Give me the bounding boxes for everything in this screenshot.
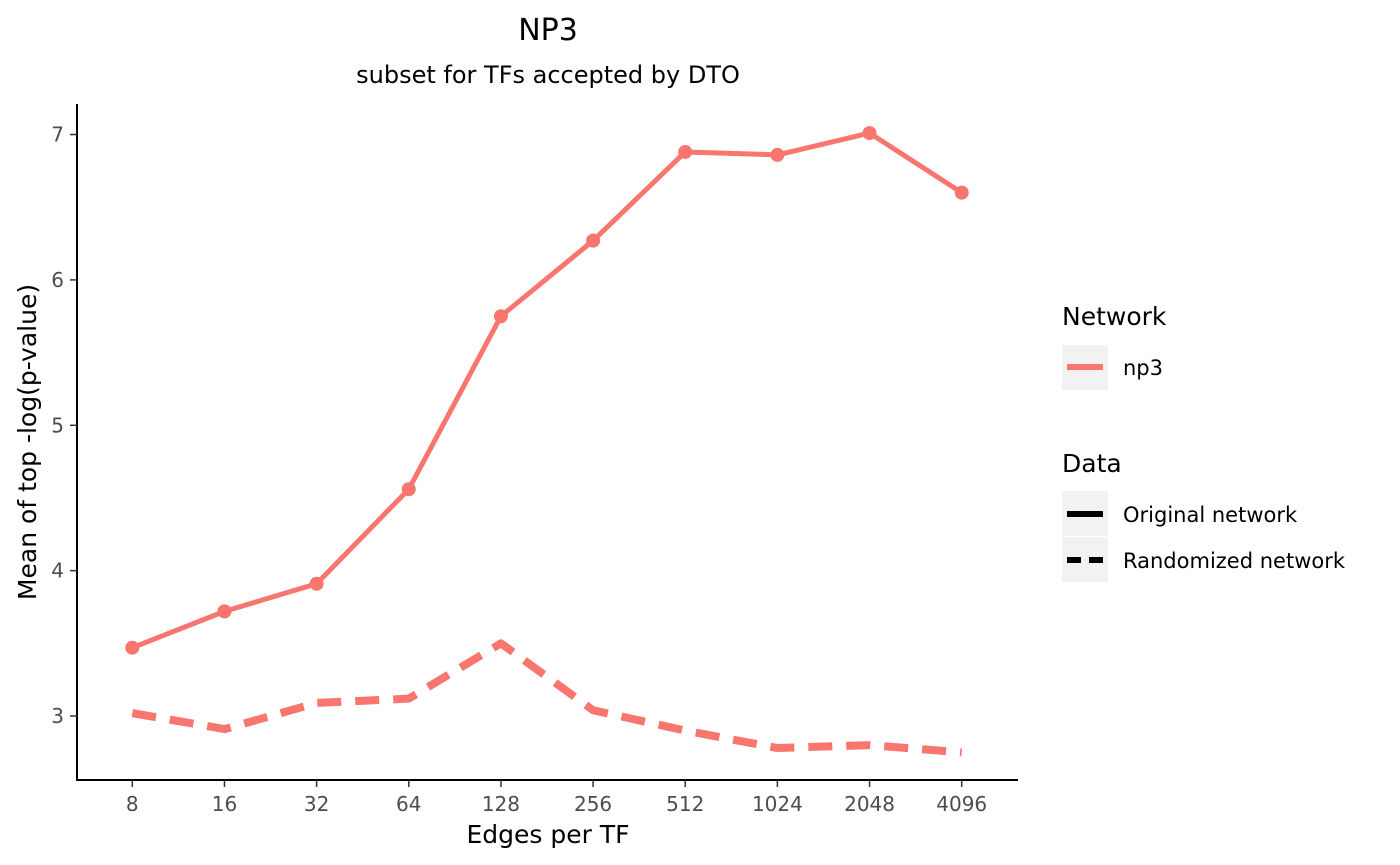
legend-label-np3: np3 xyxy=(1123,356,1163,380)
x-tick-label: 32 xyxy=(304,792,329,816)
x-tick-label: 2048 xyxy=(844,792,895,816)
data-point xyxy=(217,604,232,619)
x-tick-label: 64 xyxy=(396,792,421,816)
legend-title-data: Data xyxy=(1062,449,1122,478)
chart-title: NP3 xyxy=(518,13,578,48)
chart-subtitle: subset for TFs accepted by DTO xyxy=(356,61,740,89)
x-tick-label: 128 xyxy=(482,792,520,816)
y-tick-label: 7 xyxy=(51,123,64,147)
y-axis: 3 4 5 6 7 xyxy=(51,123,77,728)
legend-label-original: Original network xyxy=(1123,503,1298,527)
plot-area xyxy=(125,126,969,757)
y-tick-label: 6 xyxy=(51,268,64,292)
x-axis: 8 16 32 64 128 256 512 1024 2048 4096 xyxy=(126,780,987,816)
series-line-original xyxy=(131,130,964,651)
x-tick-label: 8 xyxy=(126,792,139,816)
x-tick-label: 256 xyxy=(574,792,612,816)
y-tick-label: 5 xyxy=(51,413,64,437)
x-axis-title: Edges per TF xyxy=(466,820,629,849)
x-tick-label: 4096 xyxy=(936,792,987,816)
data-point xyxy=(954,185,969,200)
x-tick-label: 512 xyxy=(666,792,704,816)
data-point xyxy=(125,640,140,655)
legend: Network np3 Data Original network Random… xyxy=(1062,302,1346,582)
legend-title-network: Network xyxy=(1062,302,1167,331)
data-point xyxy=(586,233,601,248)
y-axis-title: Mean of top -log(p-value) xyxy=(13,284,42,600)
data-point xyxy=(493,309,508,324)
y-tick-label: 3 xyxy=(51,704,64,728)
data-point xyxy=(862,126,877,141)
legend-label-randomized: Randomized network xyxy=(1123,549,1346,573)
y-tick-label: 4 xyxy=(51,559,64,583)
data-point xyxy=(770,147,785,162)
data-point xyxy=(309,576,324,591)
x-tick-label: 16 xyxy=(212,792,237,816)
data-point xyxy=(678,144,693,159)
x-tick-label: 1024 xyxy=(752,792,803,816)
data-point xyxy=(401,482,416,497)
series-line-randomized xyxy=(131,639,963,757)
